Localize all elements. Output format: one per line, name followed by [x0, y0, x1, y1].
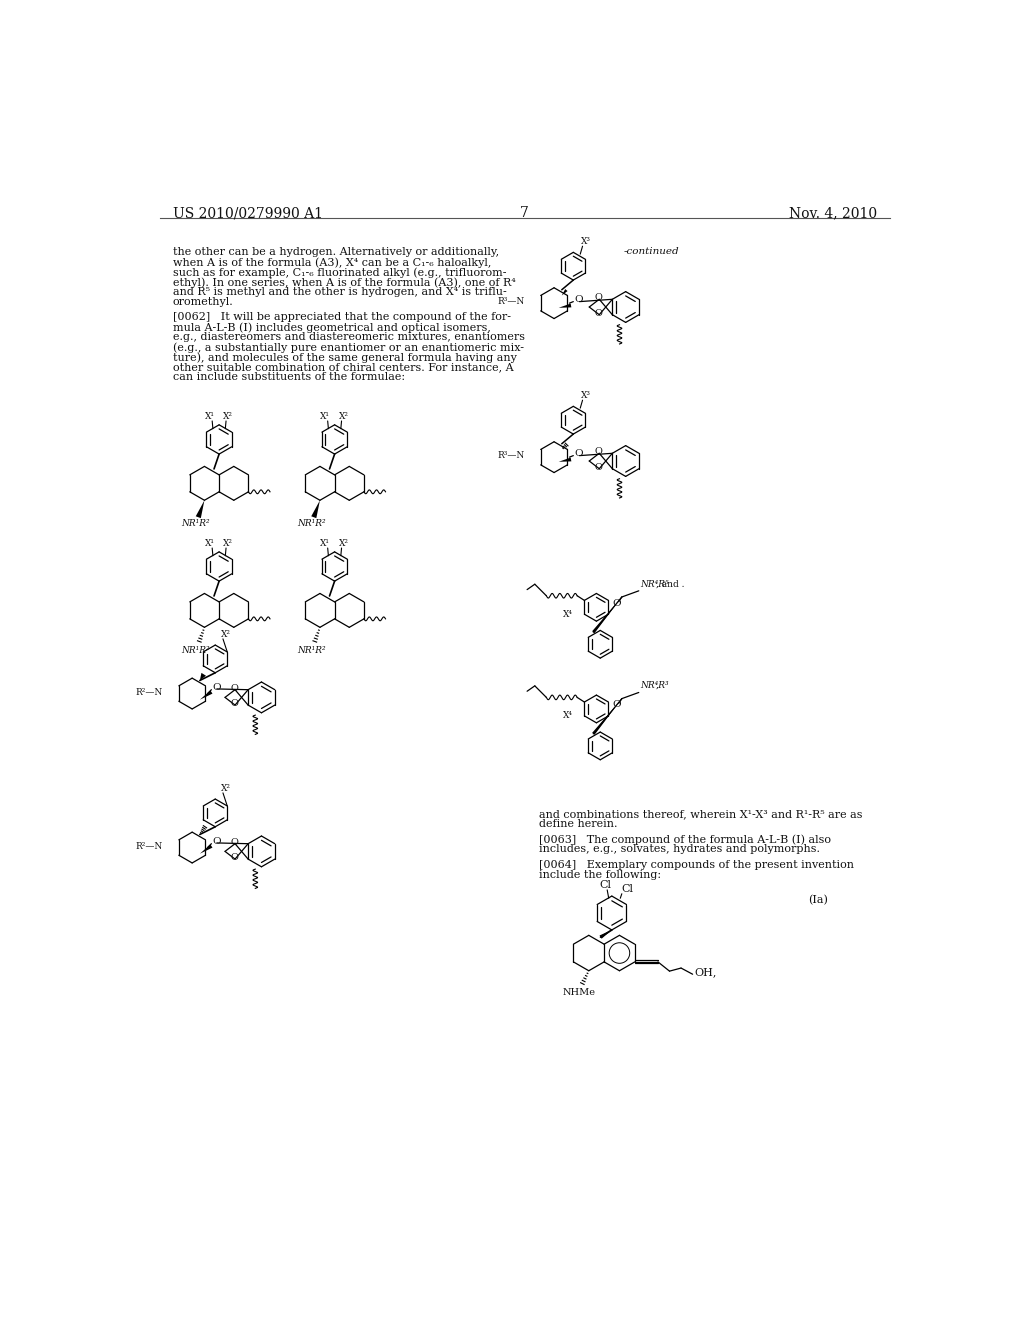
Polygon shape [592, 698, 622, 735]
Text: (e.g., a substantially pure enantiomer or an enantiomeric mix-: (e.g., a substantially pure enantiomer o… [173, 342, 524, 352]
Text: [0062]   It will be appreciated that the compound of the for-: [0062] It will be appreciated that the c… [173, 313, 511, 322]
Polygon shape [592, 597, 622, 634]
Text: O: O [230, 684, 239, 693]
Polygon shape [599, 929, 611, 939]
Text: OH,: OH, [694, 968, 717, 977]
Polygon shape [196, 500, 205, 519]
Text: such as for example, C₁-₆ fluorinated alkyl (e.g., trifluorom-: such as for example, C₁-₆ fluorinated al… [173, 267, 507, 277]
Text: X²: X² [223, 539, 233, 548]
Text: , and .: , and . [655, 579, 684, 589]
Text: ethyl). In one series, when A is of the formula (A3), one of R⁴: ethyl). In one series, when A is of the … [173, 277, 516, 288]
Text: X³: X³ [581, 391, 591, 400]
Text: O: O [595, 309, 602, 318]
Polygon shape [200, 845, 212, 854]
Text: X²: X² [221, 784, 231, 793]
Polygon shape [559, 304, 571, 308]
Text: X¹: X¹ [205, 539, 215, 548]
Text: X¹: X¹ [321, 539, 331, 548]
Text: can include substituents of the formulae:: can include substituents of the formulae… [173, 372, 406, 383]
Text: X²: X² [223, 412, 233, 421]
Text: (Ia): (Ia) [808, 895, 828, 906]
Text: R²—N: R²—N [135, 688, 163, 697]
Text: e.g., diastereomers and diastereomeric mixtures, enantiomers: e.g., diastereomers and diastereomeric m… [173, 333, 525, 342]
Text: R³—N: R³—N [498, 297, 524, 306]
Text: includes, e.g., solvates, hydrates and polymorphs.: includes, e.g., solvates, hydrates and p… [539, 845, 819, 854]
Polygon shape [562, 289, 567, 296]
Text: 7: 7 [520, 206, 529, 220]
Text: ture), and molecules of the same general formula having any: ture), and molecules of the same general… [173, 352, 517, 363]
Text: oromethyl.: oromethyl. [173, 297, 233, 308]
Text: Nov. 4, 2010: Nov. 4, 2010 [790, 206, 878, 220]
Text: NR¹R²: NR¹R² [181, 645, 210, 655]
Text: NR¹R²: NR¹R² [181, 519, 210, 528]
Text: O: O [212, 837, 221, 846]
Text: the other can be a hydrogen. Alternatively or additionally,: the other can be a hydrogen. Alternative… [173, 247, 499, 257]
Polygon shape [311, 500, 319, 519]
Text: NR⁴R³: NR⁴R³ [640, 681, 669, 690]
Text: define herein.: define herein. [539, 818, 617, 829]
Text: X¹: X¹ [321, 412, 331, 421]
Text: X⁴: X⁴ [563, 711, 573, 721]
Polygon shape [200, 673, 206, 681]
Text: and R⁵ is methyl and the other is hydrogen, and X⁴ is triflu-: and R⁵ is methyl and the other is hydrog… [173, 286, 507, 297]
Text: mula A-L-B (I) includes geometrical and optical isomers,: mula A-L-B (I) includes geometrical and … [173, 322, 490, 333]
Text: [0063]   The compound of the formula A-L-B (I) also: [0063] The compound of the formula A-L-B… [539, 834, 830, 845]
Text: O: O [574, 449, 583, 458]
Text: O: O [612, 599, 622, 607]
Text: Cl: Cl [621, 884, 633, 894]
Text: NR¹R²: NR¹R² [297, 645, 326, 655]
Text: include the following:: include the following: [539, 870, 660, 880]
Text: X²: X² [339, 412, 349, 421]
Text: O: O [574, 294, 583, 304]
Text: O: O [595, 293, 602, 302]
Text: O: O [230, 838, 239, 846]
Text: [0064]   Exemplary compounds of the present invention: [0064] Exemplary compounds of the presen… [539, 859, 854, 870]
Text: and combinations thereof, wherein X¹-X³ and R¹-R⁵ are as: and combinations thereof, wherein X¹-X³ … [539, 809, 862, 818]
Text: O: O [595, 447, 602, 457]
Text: O: O [612, 701, 622, 709]
Text: -continued: -continued [624, 247, 679, 256]
Text: Cl: Cl [600, 880, 611, 890]
Text: X¹: X¹ [205, 412, 215, 421]
Polygon shape [559, 458, 571, 462]
Polygon shape [200, 690, 212, 700]
Text: R²—N: R²—N [135, 842, 163, 850]
Text: X²: X² [221, 630, 231, 639]
Text: when A is of the formula (A3), X⁴ can be a C₁-₆ haloalkyl,: when A is of the formula (A3), X⁴ can be… [173, 257, 492, 268]
Text: X³: X³ [581, 238, 591, 246]
Text: NR⁴R⁵: NR⁴R⁵ [640, 579, 669, 589]
Text: R³—N: R³—N [498, 451, 524, 461]
Text: O: O [230, 700, 239, 708]
Text: X⁴: X⁴ [563, 610, 573, 619]
Text: O: O [595, 463, 602, 471]
Text: ,: , [655, 681, 658, 690]
Text: US 2010/0279990 A1: US 2010/0279990 A1 [173, 206, 323, 220]
Text: O: O [212, 682, 221, 692]
Text: NHMe: NHMe [562, 987, 595, 997]
Text: O: O [230, 853, 239, 862]
Text: NR¹R²: NR¹R² [297, 519, 326, 528]
Text: other suitable combination of chiral centers. For instance, A: other suitable combination of chiral cen… [173, 363, 513, 372]
Text: X²: X² [339, 539, 349, 548]
